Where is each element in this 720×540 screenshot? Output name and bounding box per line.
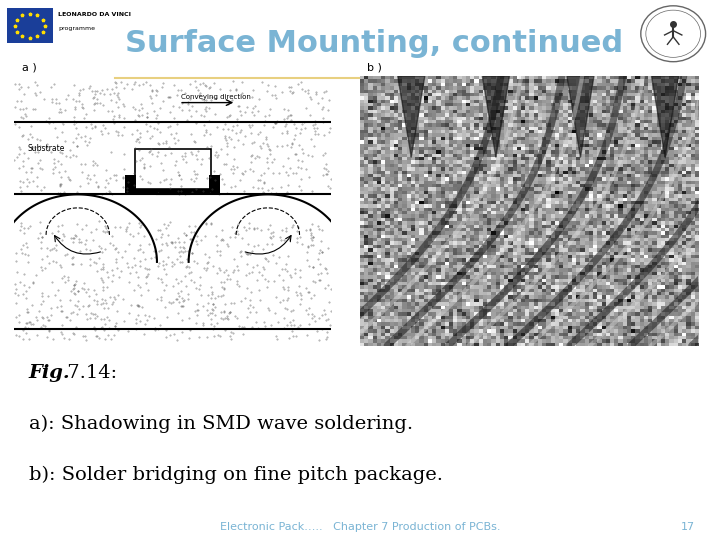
Text: Surface Mounting, continued: Surface Mounting, continued xyxy=(125,29,624,58)
Bar xyxy=(210,176,220,194)
Bar xyxy=(125,176,136,194)
Text: a): Shadowing in SMD wave soldering.: a): Shadowing in SMD wave soldering. xyxy=(29,415,413,433)
Text: Substrate: Substrate xyxy=(27,144,65,153)
Bar xyxy=(135,148,211,189)
Text: b ): b ) xyxy=(367,63,382,73)
Text: 7.14:: 7.14: xyxy=(61,363,117,382)
Text: Conveying direction: Conveying direction xyxy=(181,93,251,99)
Text: programme: programme xyxy=(58,26,95,31)
Bar xyxy=(7,8,53,43)
Bar xyxy=(125,184,220,194)
Text: Electronic Pack…..   Chapter 7 Production of PCBs.: Electronic Pack….. Chapter 7 Production … xyxy=(220,522,500,531)
Text: Fig.: Fig. xyxy=(29,363,71,382)
Text: LEONARDO DA VINCI: LEONARDO DA VINCI xyxy=(58,12,131,17)
Text: a ): a ) xyxy=(22,63,36,73)
Text: 17: 17 xyxy=(680,522,695,531)
Text: b): Solder bridging on fine pitch package.: b): Solder bridging on fine pitch packag… xyxy=(29,466,443,484)
